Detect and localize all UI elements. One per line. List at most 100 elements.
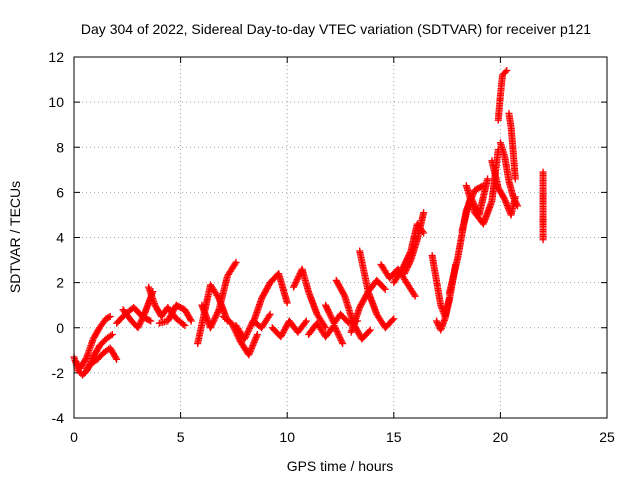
- y-tick-label: 12: [48, 49, 64, 65]
- x-tick-label: 25: [599, 429, 615, 445]
- data-point: [206, 324, 214, 332]
- data-point: [187, 317, 195, 325]
- plot-frame: [73, 56, 608, 419]
- trace-markers: [348, 305, 363, 335]
- trace-markers: [404, 280, 418, 299]
- data-point: [411, 292, 419, 300]
- data-point: [290, 283, 298, 291]
- data-point: [283, 299, 291, 307]
- trace-markers: [221, 314, 234, 326]
- data-point: [241, 335, 249, 343]
- trace-markers: [241, 318, 256, 342]
- trace-markers: [182, 307, 194, 324]
- trace-markers: [539, 176, 547, 229]
- trace-markers: [331, 323, 346, 346]
- trace-markers: [480, 199, 495, 226]
- trace-markers: [407, 237, 421, 262]
- trace-markers: [275, 271, 291, 305]
- y-tick-label: 2: [56, 275, 64, 291]
- data-point: [228, 319, 236, 327]
- x-tick-label: 20: [493, 429, 509, 445]
- trace-markers: [80, 368, 89, 378]
- series-sat-e: [119, 288, 157, 332]
- data-point: [322, 301, 330, 309]
- trace-markers: [73, 359, 83, 371]
- y-tick-label: -4: [52, 410, 65, 426]
- x-tick-label: 15: [386, 429, 402, 445]
- data-point: [513, 202, 521, 210]
- trace-markers: [441, 298, 453, 321]
- data-point: [245, 351, 253, 359]
- data-point: [302, 317, 310, 325]
- trace-markers: [382, 316, 397, 330]
- series-sat-s: [356, 247, 398, 332]
- trace-markers: [245, 332, 261, 357]
- trace-markers: [259, 312, 273, 330]
- trace-markers: [414, 210, 427, 242]
- y-axis-label: SDTVAR / TECUs: [7, 181, 23, 293]
- series-sat-ad: [488, 157, 519, 219]
- trace-markers: [207, 282, 222, 301]
- series-sat-b: [72, 312, 114, 372]
- series-sat-v: [400, 209, 428, 278]
- series-sat-i: [198, 258, 240, 332]
- trace-markers: [250, 296, 265, 326]
- trace-markers: [224, 260, 239, 278]
- trace-markers: [322, 303, 337, 326]
- data-point: [253, 331, 261, 339]
- trace-markers: [228, 321, 244, 344]
- trace-markers: [472, 182, 486, 193]
- y-tick-label: -2: [52, 365, 65, 381]
- trace-markers: [401, 258, 414, 276]
- trace-markers: [356, 249, 372, 294]
- data-point: [113, 355, 121, 363]
- trace-markers: [338, 312, 352, 326]
- trace-markers: [83, 337, 97, 359]
- trace-markers: [90, 343, 103, 360]
- data-point: [339, 340, 347, 348]
- series-sat-ae: [505, 109, 519, 183]
- x-axis-label: GPS time / hours: [287, 458, 394, 474]
- trace-markers: [174, 302, 187, 313]
- trace-markers: [165, 303, 180, 324]
- trace-markers: [174, 316, 187, 328]
- trace-markers: [278, 318, 293, 339]
- trace-markers: [295, 318, 309, 335]
- trace-markers: [500, 68, 509, 78]
- trace-markers: [97, 316, 109, 330]
- data-point: [106, 312, 114, 320]
- y-tick-label: 0: [56, 320, 64, 336]
- data-point: [503, 67, 511, 75]
- data-point: [366, 326, 374, 334]
- y-tick-label: 10: [48, 94, 64, 110]
- trace-markers: [101, 345, 113, 355]
- trace-markers: [488, 158, 502, 190]
- trace-markers: [89, 356, 100, 367]
- trace-markers: [333, 278, 348, 299]
- series-sat-af: [539, 168, 547, 244]
- x-tick-label: 0: [70, 429, 78, 445]
- trace-markers: [314, 312, 329, 330]
- trace-markers: [305, 289, 320, 317]
- y-tick-label: 6: [56, 184, 64, 200]
- trace-markers: [107, 345, 120, 362]
- trace-markers: [258, 280, 273, 301]
- trace-markers: [76, 368, 85, 378]
- trace-markers: [207, 307, 222, 330]
- series-sat-f: [145, 283, 189, 329]
- data-point: [381, 285, 389, 293]
- data-point: [390, 315, 398, 323]
- data-point: [432, 317, 440, 325]
- trace-markers: [104, 332, 115, 342]
- trace-markers: [145, 285, 158, 308]
- data-point: [511, 175, 519, 183]
- trace-markers: [475, 176, 491, 217]
- points-layer: [70, 67, 547, 379]
- trace-markers: [463, 183, 478, 215]
- trace-markers: [299, 267, 312, 294]
- trace-markers: [77, 354, 90, 371]
- series-sat-r: [347, 276, 389, 336]
- y-tick-label: 4: [56, 230, 64, 246]
- data-point: [539, 236, 547, 244]
